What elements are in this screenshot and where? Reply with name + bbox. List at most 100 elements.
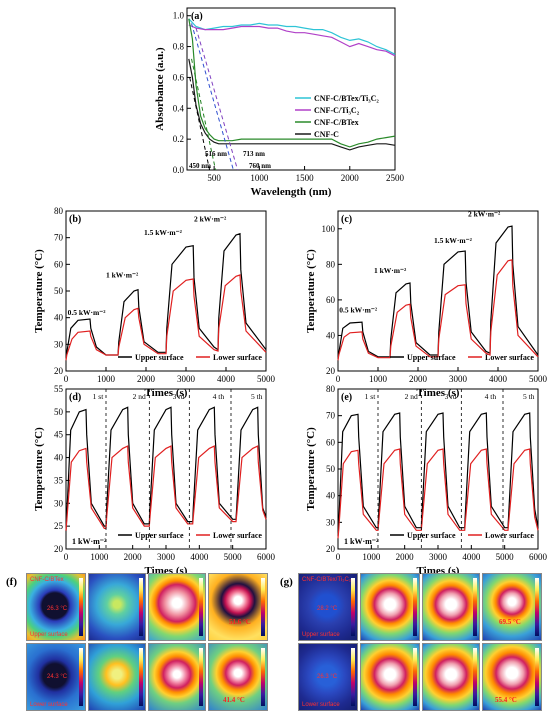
x-tick-label: 1000 xyxy=(90,552,109,562)
chart-panel-e: 0 1000 2000 3000 4000 5000 6000 20 30 40 50 60 70 80 T… xyxy=(305,384,548,575)
panel-label: (a) xyxy=(191,11,203,22)
wavelength-annotation: 713 nm xyxy=(243,150,265,158)
legend-entry: CNF-C/BTex/Ti₃C₂ xyxy=(314,94,379,103)
y-axis-title: Absorbance (a.u.) xyxy=(154,47,166,131)
thermal-image-f-upper-2 xyxy=(88,573,146,641)
color-scale-bar xyxy=(199,578,203,636)
thermal-image-g-upper-2 xyxy=(360,573,420,641)
figure-canvas: 500 1000 1500 2000 25000.00.20.40.60.81.0Wav… xyxy=(33,7,548,575)
y-tick-label: 0.4 xyxy=(173,103,185,113)
x-tick-label: 2000 xyxy=(341,173,360,183)
panel-label-f: (f) xyxy=(6,576,17,588)
y-tick-label: 0.0 xyxy=(173,165,185,175)
color-scale-bar xyxy=(351,648,355,706)
thermal-image-g-lower-4: 55.4 °C xyxy=(482,643,542,711)
thermal-image-g-lower-1: 26.3 °C Lower surface xyxy=(298,643,358,711)
y-tick-label: 80 xyxy=(54,206,64,216)
y-tick-label: 0.8 xyxy=(173,42,185,52)
x-tick-label: 4000 xyxy=(489,374,508,384)
intensity-label: 0.5 kW·m⁻² xyxy=(68,308,107,317)
intensity-label: 2 kW·m⁻² xyxy=(194,215,227,224)
thermal-image-g-lower-3 xyxy=(422,643,480,711)
x-tick-label: 1000 xyxy=(250,173,269,183)
x-tick-label: 2000 xyxy=(409,374,428,384)
cycle-label: 2 nd xyxy=(405,392,418,401)
wavelength-annotation: 516 nm xyxy=(205,150,227,158)
thermal-image-g-upper-4: 69.5 °C xyxy=(482,573,542,641)
series-line-lower-surface xyxy=(65,274,267,361)
series-line-lower-surface xyxy=(337,259,539,361)
chart-panel-c: 0 1000 2000 3000 4000 5000 20 40 60 80 100 Times (s… xyxy=(305,209,548,399)
intensity-label: 1 kW·m⁻² xyxy=(344,537,379,546)
legend-entry: Lower surface xyxy=(485,531,534,540)
series-line-cnf-c-ti-c- xyxy=(188,24,396,57)
y-tick-label: 40 xyxy=(54,453,64,463)
chart-panel-b: 0 1000 2000 3000 4000 5000 20 30 40 50 60 70 80 Times… xyxy=(33,206,276,399)
y-tick-label: 20 xyxy=(326,544,336,554)
y-tick-label: 20 xyxy=(54,544,64,554)
y-tick-label: 50 xyxy=(54,407,64,417)
series-line-upper-surface xyxy=(337,225,539,359)
thermal-image-f-upper-1: CNF-C/BTex 26.3 °C Upper surface xyxy=(26,573,86,641)
legend-entry: Lower surface xyxy=(485,353,534,362)
thermal-image-f-lower-2 xyxy=(88,643,146,711)
x-axis-title: Times (s) xyxy=(417,387,460,399)
panel-label: (e) xyxy=(341,392,352,403)
y-axis-title: Temperature (°C) xyxy=(305,427,317,511)
intensity-label: 2 kW·m⁻² xyxy=(468,209,501,218)
color-scale-bar xyxy=(351,578,355,636)
y-tick-label: 0.6 xyxy=(173,72,185,82)
panel-label: (d) xyxy=(69,392,81,403)
cycle-label: 4 th xyxy=(485,392,497,401)
series-line-cnf-c-btex xyxy=(188,18,396,148)
x-tick-label: 1500 xyxy=(296,173,315,183)
thermal-image-f-upper-3 xyxy=(148,573,206,641)
thermal-temp-readout: 28.2 °C xyxy=(317,606,338,612)
x-tick-label: 4000 xyxy=(217,374,236,384)
x-tick-label: 4000 xyxy=(190,552,209,562)
legend-entry: Upper surface xyxy=(135,353,184,362)
y-tick-label: 70 xyxy=(326,411,336,421)
y-tick-label: 40 xyxy=(326,330,336,340)
panel-label: (c) xyxy=(341,214,352,225)
color-scale-bar xyxy=(139,578,143,636)
x-tick-label: 0 xyxy=(336,374,341,384)
thermal-surface-label: Lower surface xyxy=(30,702,68,708)
legend-entry: CNF-C xyxy=(314,130,339,139)
y-tick-label: 60 xyxy=(54,259,64,269)
thermal-temp-readout: 69.5 °C xyxy=(499,618,521,626)
y-axis-title: Temperature (°C) xyxy=(305,249,317,333)
y-tick-label: 60 xyxy=(326,437,336,447)
x-tick-label: 2000 xyxy=(137,374,156,384)
legend-entry: Upper surface xyxy=(135,531,184,540)
x-tick-label: 1000 xyxy=(362,552,381,562)
x-tick-label: 5000 xyxy=(529,374,548,384)
thermal-image-g-lower-2 xyxy=(360,643,420,711)
intensity-label: 1 kW·m⁻² xyxy=(374,266,407,275)
tangent-line xyxy=(191,58,217,171)
x-tick-label: 5000 xyxy=(257,374,276,384)
intensity-label: 1.5 kW·m⁻² xyxy=(144,228,183,237)
x-tick-label: 2500 xyxy=(386,173,405,183)
cycle-label: 5 th xyxy=(251,392,263,401)
series-line-lower-surface xyxy=(65,445,267,531)
y-tick-label: 45 xyxy=(54,430,64,440)
thermal-tag: CNF-C/BTex/Ti₃C₂ xyxy=(302,577,352,583)
cycle-label: 3 rd xyxy=(445,392,457,401)
cycle-label: 1 st xyxy=(93,392,105,401)
y-tick-label: 80 xyxy=(326,384,336,394)
y-tick-label: 1.0 xyxy=(173,11,185,21)
x-tick-label: 1000 xyxy=(97,374,116,384)
x-tick-label: 3000 xyxy=(429,552,448,562)
thermal-tag: CNF-C/BTex xyxy=(30,577,64,583)
color-scale-bar xyxy=(261,578,265,636)
series-line-cnf-c xyxy=(188,58,396,151)
series-line-lower-surface xyxy=(337,448,539,539)
y-axis-title: Temperature (°C) xyxy=(33,249,45,333)
color-scale-bar xyxy=(79,648,83,706)
cycle-label: 3 rd xyxy=(173,392,185,401)
thermal-temp-readout: 26.3 °C xyxy=(47,606,68,612)
x-tick-label: 3000 xyxy=(449,374,468,384)
x-tick-label: 0 xyxy=(64,374,69,384)
color-scale-bar xyxy=(79,578,83,636)
